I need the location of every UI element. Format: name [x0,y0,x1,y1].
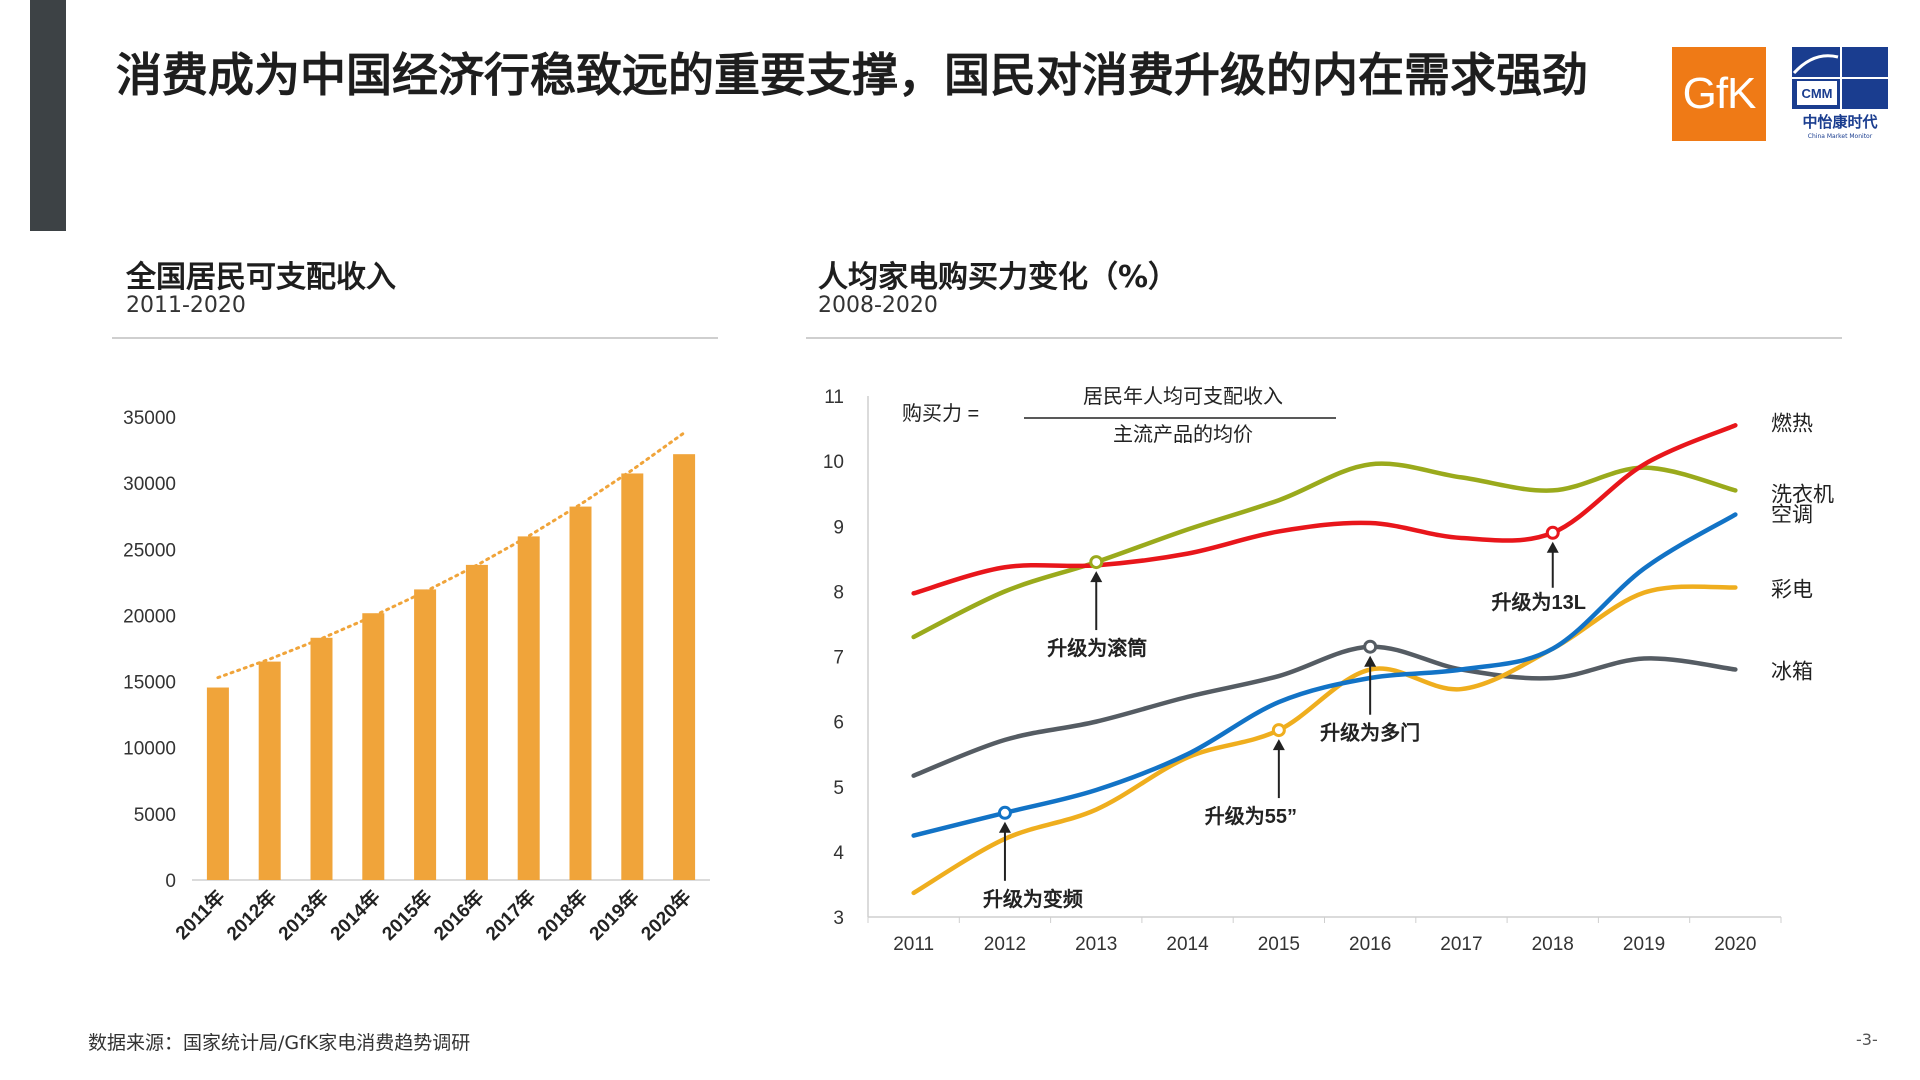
annotation-arrow-head [1272,739,1285,751]
income-bar-2018年 [569,506,592,880]
line-x-tick-label: 2016 [1349,934,1391,955]
bar-y-tick-label: 10000 [123,739,176,760]
bar-x-tick-label: 2013年 [273,885,333,945]
title-accent-bar [30,0,66,231]
annotation-arrow-head [998,821,1011,833]
line-y-tick-label: 11 [824,387,844,408]
gfk-logo: GfK [1672,47,1766,141]
purchasing-power-line-chart: 购买力 = 居民年人均可支配收入 主流产品的均价 3 4 5 6 7 8 9 10 11 2011… [823,385,1834,955]
right-panel-title: 人均家电购买力变化（%） [818,260,1179,295]
line-y-tick-label: 4 [833,843,844,864]
annotation-arrow-head [1546,541,1559,553]
annotation-label: 升级为55” [1205,804,1297,828]
series-label-冰箱: 冰箱 [1771,661,1813,684]
income-bar-2016年 [465,564,488,880]
income-bar-2017年 [517,536,540,880]
right-panel-divider [806,337,1842,339]
cmm-logo-mark: CMM [1792,47,1888,109]
income-bar-2019年 [621,473,644,880]
cmm-logo-name: 中怡康时代 [1802,113,1878,131]
annotation-arrow-head [1090,571,1103,583]
cmm-badge-text: CMM [1801,86,1832,101]
annotation-marker [1545,525,1560,540]
bar-y-tick-label: 30000 [123,474,176,495]
bar-x-tick-label: 2015年 [377,885,437,945]
line-x-tick-label: 2012 [984,934,1026,955]
line-y-tick-label: 3 [833,908,844,929]
line-y-tick-label: 6 [833,713,844,734]
line-y-tick-label: 7 [833,648,844,669]
formula-numerator: 居民年人均可支配收入 [1083,385,1283,408]
line-x-tick-label: 2017 [1440,934,1482,955]
annotation-label: 升级为13L [1492,590,1586,614]
bar-x-tick-label: 2014年 [325,885,385,945]
annotation-marker [1271,723,1286,738]
annotation-marker [1363,639,1378,654]
line-x-tick-label: 2020 [1714,934,1756,955]
series-line-冰箱 [911,644,1738,778]
bar-y-tick-label: 35000 [123,408,176,429]
annotation-label: 升级为多门 [1320,721,1420,745]
bar-y-tick-label: 20000 [123,606,176,627]
income-bar-2011年 [206,687,229,880]
line-x-tick-label: 2013 [1075,934,1117,955]
line-y-tick-label: 8 [833,582,844,603]
bar-y-tick-label: 0 [165,871,176,892]
bar-x-tick-label: 2018年 [532,885,592,945]
line-x-tick-label: 2018 [1532,934,1574,955]
line-x-tick-label: 2011 [893,934,934,955]
annotation-label: 升级为变频 [983,887,1083,911]
bar-x-tick-label: 2012年 [222,885,282,945]
slide-title: 消费成为中国经济行稳致远的重要支撑，国民对消费升级的内在需求强劲 [116,48,1588,102]
income-bar-2013年 [310,637,333,880]
bar-x-tick-label: 2019年 [584,885,644,945]
income-bar-2014年 [362,613,385,880]
left-panel-title: 全国居民可支配收入 [126,260,396,295]
left-panel-divider [112,337,718,339]
line-y-tick-label: 5 [833,778,844,799]
income-bar-2015年 [414,589,437,880]
annotation-marker [1089,555,1104,570]
series-label-洗衣机: 洗衣机 [1771,483,1834,506]
income-trendline [216,431,686,680]
right-panel-subtitle: 2008-2020 [818,293,938,318]
page-number: -3- [1856,1030,1878,1049]
bar-y-tick-label: 25000 [123,540,176,561]
line-y-tick-label: 10 [823,452,844,473]
cmm-logo-english: China Market Monitor [1807,133,1873,140]
annotation-label: 升级为滚筒 [1047,636,1147,660]
cmm-logo: CMM 中怡康时代 China Market Monitor [1792,47,1888,143]
formula-denominator: 主流产品的均价 [1113,423,1253,446]
data-source-note: 数据来源：国家统计局/GfK家电消费趋势调研 [88,1032,471,1054]
line-y-tick-label: 9 [833,517,844,538]
formula-label: 购买力 = [902,402,979,425]
line-x-tick-label: 2019 [1623,934,1665,955]
bar-x-tick-label: 2020年 [636,885,696,945]
bar-x-tick-label: 2016年 [429,885,489,945]
series-line-洗衣机 [911,461,1738,640]
income-bar-2012年 [258,661,281,880]
annotation-arrow-head [1364,655,1377,667]
annotation-marker [997,805,1012,820]
gfk-logo-text: GfK [1682,69,1757,118]
line-x-tick-label: 2015 [1258,934,1300,955]
series-line-彩电 [911,584,1738,896]
income-bar-chart: 0 5000 10000 15000 20000 25000 30000 35000 2011年… [123,408,710,945]
left-panel-subtitle: 2011-2020 [126,293,246,318]
series-line-燃热 [911,423,1738,596]
series-label-燃热: 燃热 [1771,412,1813,435]
line-x-tick-label: 2014 [1166,934,1209,955]
bar-x-tick-label: 2011年 [171,885,230,944]
bar-y-tick-label: 5000 [134,805,176,826]
bar-x-tick-label: 2017年 [481,885,541,945]
series-label-空调: 空调 [1771,504,1813,527]
series-label-彩电: 彩电 [1771,578,1813,601]
bar-y-tick-label: 15000 [123,673,176,694]
income-bar-2020年 [673,454,696,880]
series-line-空调 [911,512,1738,838]
